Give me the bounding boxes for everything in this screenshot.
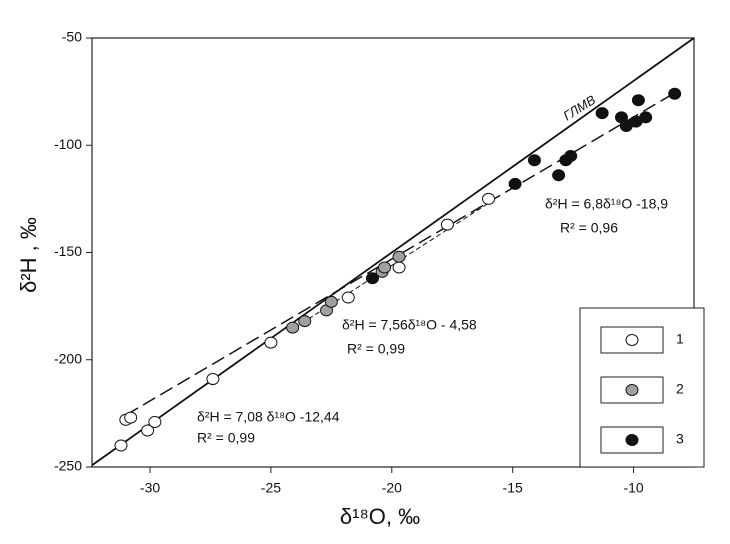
point	[552, 169, 566, 182]
point	[341, 291, 355, 304]
point	[527, 154, 541, 167]
y-tick-label: -150	[54, 243, 82, 259]
point	[324, 295, 338, 308]
point	[114, 439, 128, 452]
point	[148, 415, 162, 428]
point	[508, 177, 522, 190]
legend-label: 1	[676, 331, 684, 347]
x-tick-label: -20	[382, 480, 402, 496]
annotation: R² = 0,99	[347, 341, 405, 357]
y-axis-label: δ²H , ‰	[16, 217, 41, 293]
y-tick-label: -100	[54, 136, 82, 152]
x-tick-label: -30	[140, 480, 160, 496]
legend-marker	[625, 334, 639, 346]
x-tick-label: -25	[261, 480, 281, 496]
y-tick-label: -250	[54, 458, 82, 474]
fit-line	[91, 37, 695, 467]
annotation: δ²H = 7,56δ¹⁸O - 4,58	[342, 317, 477, 333]
annotation: R² = 0,96	[560, 220, 618, 236]
x-axis-label: δ¹⁸O, ‰	[340, 504, 420, 529]
x-tick-label: -10	[623, 480, 643, 496]
point	[564, 149, 578, 162]
point	[481, 192, 495, 205]
point	[631, 94, 645, 107]
legend-label: 2	[676, 381, 684, 397]
legend-marker	[625, 434, 639, 446]
point	[378, 261, 392, 274]
point	[365, 272, 379, 285]
annotation: δ²H = 7,08 δ¹⁸O -12,44	[197, 409, 340, 425]
fit-line	[294, 202, 489, 328]
point	[440, 218, 454, 231]
point	[124, 411, 138, 424]
point	[595, 107, 609, 120]
annotation: R² = 0,99	[197, 430, 255, 446]
fit-line	[125, 92, 676, 416]
y-tick-label: -200	[54, 350, 82, 366]
point	[668, 87, 682, 100]
point	[639, 111, 653, 124]
point	[206, 373, 220, 386]
legend-label: 3	[676, 431, 684, 447]
point	[264, 336, 278, 349]
legend-marker	[625, 384, 639, 396]
point	[286, 321, 300, 334]
point	[392, 250, 406, 263]
x-tick-label: -15	[503, 480, 523, 496]
y-tick-label: -50	[62, 29, 82, 45]
point	[298, 315, 312, 328]
point	[141, 424, 155, 437]
point	[392, 261, 406, 274]
annotation: δ²H = 6,8δ¹⁸O -18,9	[545, 196, 668, 212]
